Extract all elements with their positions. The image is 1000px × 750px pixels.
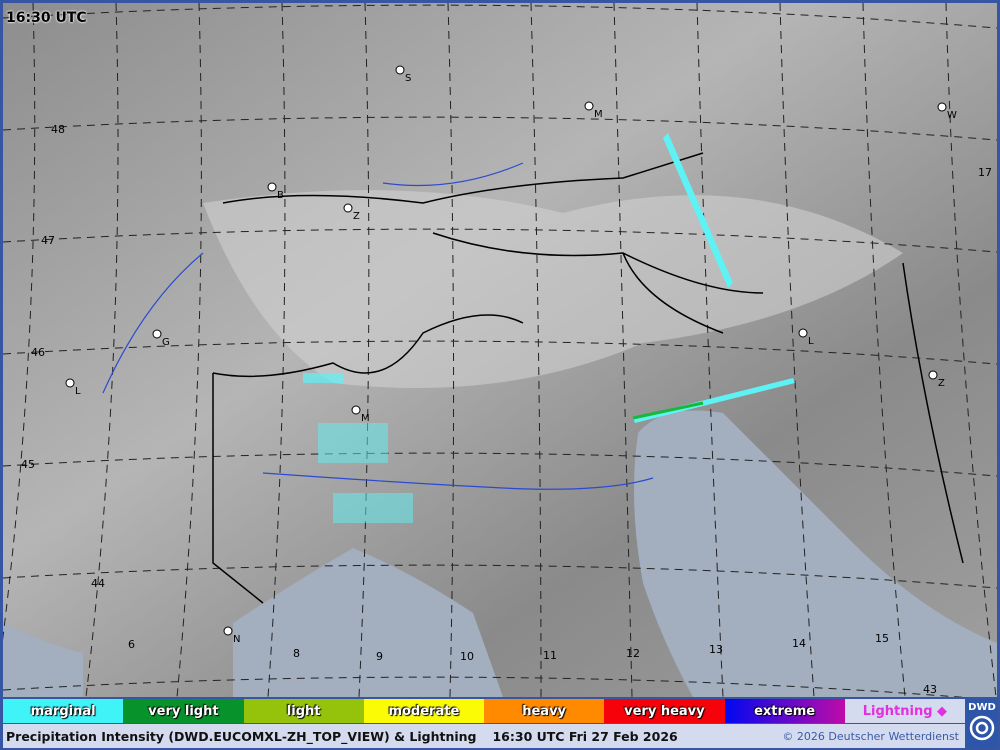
city-label: Z: [353, 211, 360, 222]
parallel-line: [3, 452, 997, 477]
parallel-line: [3, 564, 997, 589]
city-label: B: [277, 190, 284, 201]
spiral-icon: [969, 715, 995, 741]
parallel-line: [3, 340, 997, 365]
city-marker[interactable]: S: [395, 65, 411, 84]
meridian-line: [358, 3, 370, 697]
meridian-line: [862, 3, 906, 697]
city-label: S: [405, 73, 411, 84]
grid-label: 48: [51, 123, 65, 136]
sea-adriatic: [634, 410, 997, 697]
grid-label: 47: [41, 234, 55, 247]
meridian-line: [85, 3, 119, 697]
grid-label: 11: [543, 649, 557, 662]
city-label: L: [808, 336, 814, 347]
city-label: W: [947, 110, 957, 121]
city-marker[interactable]: G: [152, 329, 170, 348]
sea-ligurian: [233, 548, 503, 697]
parallel-line: [3, 116, 997, 141]
city-label: N: [233, 634, 240, 645]
grid-label: 45: [21, 458, 35, 471]
copyright[interactable]: © 2026 Deutscher Wetterdienst: [782, 729, 959, 743]
lightning-strip: [632, 401, 704, 420]
city-label: Z: [938, 378, 945, 389]
meridian-line: [945, 3, 997, 697]
grid-labels: 48 47 46 45 44 43 17 6 8 9 10 11 12 13 14 15: [21, 123, 992, 696]
dwd-logo[interactable]: DWD: [966, 699, 998, 748]
legend-item: marginal: [3, 699, 124, 723]
grid-label: 43: [923, 683, 937, 696]
legend-item: heavy: [484, 699, 605, 723]
grid-label: 14: [792, 637, 806, 650]
grid-label: 13: [709, 643, 723, 656]
grid-label: 6: [128, 638, 135, 651]
alps-highlight: [203, 190, 903, 388]
time-label: 16:30 UTC: [6, 10, 87, 26]
city-marker[interactable]: L: [65, 378, 81, 397]
city-marker[interactable]: L: [798, 328, 814, 347]
city-label: M: [594, 109, 603, 120]
grid-label: 10: [460, 650, 474, 663]
grid-label: 44: [91, 577, 105, 590]
meridian-line: [530, 3, 542, 697]
city-marker[interactable]: W: [937, 102, 957, 121]
meridian-line: [447, 3, 455, 697]
legend-item: light: [243, 699, 364, 723]
city-marker[interactable]: N: [223, 626, 240, 645]
legend-item: extreme: [724, 699, 845, 723]
meridian-line: [696, 3, 724, 697]
datetime: 16:30 UTC Fri 27 Feb 2026: [492, 728, 678, 744]
rivers: [102, 162, 654, 490]
parallel-line: [3, 228, 997, 253]
city-marker[interactable]: Z: [343, 203, 360, 222]
meridian-line: [3, 3, 36, 641]
precip-areas: [303, 133, 795, 523]
grid-label: 46: [31, 346, 45, 359]
precip-legend: marginal very light light moderate heavy very…: [3, 699, 965, 723]
city-label: L: [75, 386, 81, 397]
logo-text: DWD: [968, 702, 996, 713]
meridian-line: [779, 3, 815, 697]
legend-item: very heavy: [604, 699, 725, 723]
parallel-line: [3, 4, 997, 29]
footer: Precipitation Intensity (DWD.EUCOMXL-ZH_…: [3, 724, 965, 748]
meridian-line: [267, 3, 286, 697]
legend-item: very light: [123, 699, 244, 723]
borders: [212, 152, 964, 604]
weather-map[interactable]: 48 47 46 45 44 43 17 6 8 9 10 11 12 13 14 15 S M W B Z G L M L Z…: [3, 3, 997, 697]
grid-label: 12: [626, 647, 640, 660]
city-marker[interactable]: M: [584, 101, 603, 120]
city-label: M: [361, 413, 370, 424]
sea-west: [3, 623, 83, 697]
parallel-line: [3, 676, 966, 697]
legend-item: Lightning ◆: [844, 699, 965, 723]
city-marker[interactable]: M: [351, 405, 370, 424]
grid-label: 17: [978, 166, 992, 179]
grid-label: 15: [875, 632, 889, 645]
meridian-line: [613, 3, 633, 697]
grid-label: 9: [376, 650, 383, 663]
city-label: G: [162, 337, 170, 348]
meridian-line: [176, 3, 202, 697]
legend-item: moderate: [363, 699, 484, 723]
lat-lon-grid: [3, 3, 997, 697]
cities: S M W B Z G L M L Z N: [65, 65, 957, 645]
city-marker[interactable]: Z: [928, 370, 945, 389]
product-title: Precipitation Intensity (DWD.EUCOMXL-ZH_…: [6, 728, 477, 744]
city-marker[interactable]: B: [267, 182, 284, 201]
grid-label: 8: [293, 647, 300, 660]
